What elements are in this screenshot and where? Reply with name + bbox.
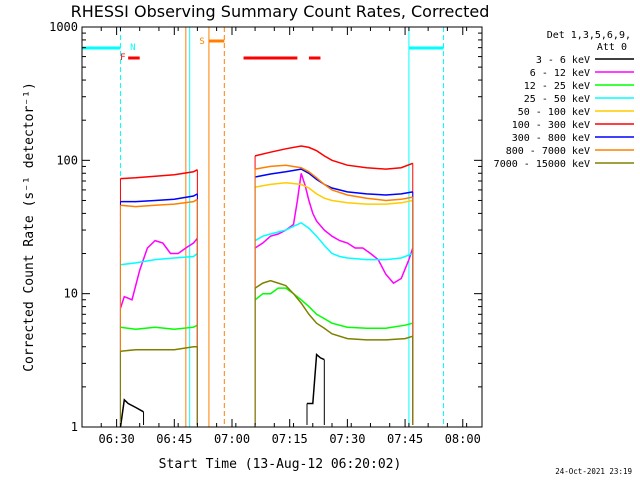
series-line-8: [120, 345, 198, 352]
series-line-0: [119, 398, 144, 428]
legend-label: 800 - 7000 keV: [506, 146, 590, 157]
legend-label: 7000 - 15000 keV: [494, 159, 590, 170]
axes: 1 10 100 1000 06:30 06:45 07:00 07:15 07:30 07:45…: [49, 20, 482, 446]
x-axis-label: Start Time (13-Aug-12 06:20:02): [159, 457, 402, 472]
y-tick-label: 100: [56, 153, 78, 167]
series-line-7: [254, 164, 413, 202]
legend-label: 100 - 300 keV: [512, 120, 590, 131]
legend: Det 1,3,5,6,9, Att 0 3 - 6 keV 6 - 12 keV…: [494, 30, 634, 170]
x-tick-label: 07:45: [387, 432, 423, 446]
marker-label-f: F: [120, 53, 125, 63]
series-line-5: [254, 145, 414, 170]
y-tick-label: 1000: [49, 20, 78, 34]
series-line-2: [254, 287, 413, 330]
legend-label: 6 - 12 keV: [530, 68, 590, 79]
legend-label: 12 - 25 keV: [524, 81, 590, 92]
marker-label-s: S: [199, 37, 204, 47]
series-line-1: [119, 237, 198, 309]
legend-label: 300 - 800 keV: [512, 133, 590, 144]
y-tick-label: 10: [64, 287, 78, 301]
series-line-0: [307, 352, 325, 405]
legend-header-line2: Att 0: [597, 42, 627, 53]
x-tick-label: 07:30: [329, 432, 365, 446]
plot-lines: [119, 145, 414, 428]
marker-label-n: N: [130, 43, 135, 53]
series-line-7: [120, 198, 198, 208]
y-tick-label: 1: [71, 420, 78, 434]
series-line-4: [254, 181, 413, 205]
legend-label: 3 - 6 keV: [536, 55, 590, 66]
y-axis-label: Corrected Count Rate (s⁻¹ detector⁻¹): [22, 82, 37, 372]
series-line-5: [120, 169, 198, 180]
legend-header-line1: Det 1,3,5,6,9,: [547, 30, 631, 41]
legend-label: 25 - 50 keV: [524, 94, 590, 105]
chart-title: RHESSI Observing Summary Count Rates, Co…: [71, 2, 490, 21]
series-line-6: [120, 193, 198, 203]
plot-frame: [81, 26, 483, 428]
x-tick-label: 06:45: [156, 432, 192, 446]
x-tick-label: 07:15: [272, 432, 308, 446]
x-tick-label: 08:00: [445, 432, 481, 446]
footer-timestamp: 24-Oct-2021 23:19: [555, 467, 632, 476]
series-line-3: [120, 252, 198, 266]
series-line-3: [254, 221, 414, 261]
x-tick-label: 07:00: [214, 432, 250, 446]
x-tick-label: 06:30: [99, 432, 135, 446]
legend-label: 50 - 100 keV: [518, 107, 590, 118]
series-line-8: [254, 279, 414, 341]
series-line-2: [120, 324, 198, 331]
observing-markers: N S F: [82, 27, 445, 427]
